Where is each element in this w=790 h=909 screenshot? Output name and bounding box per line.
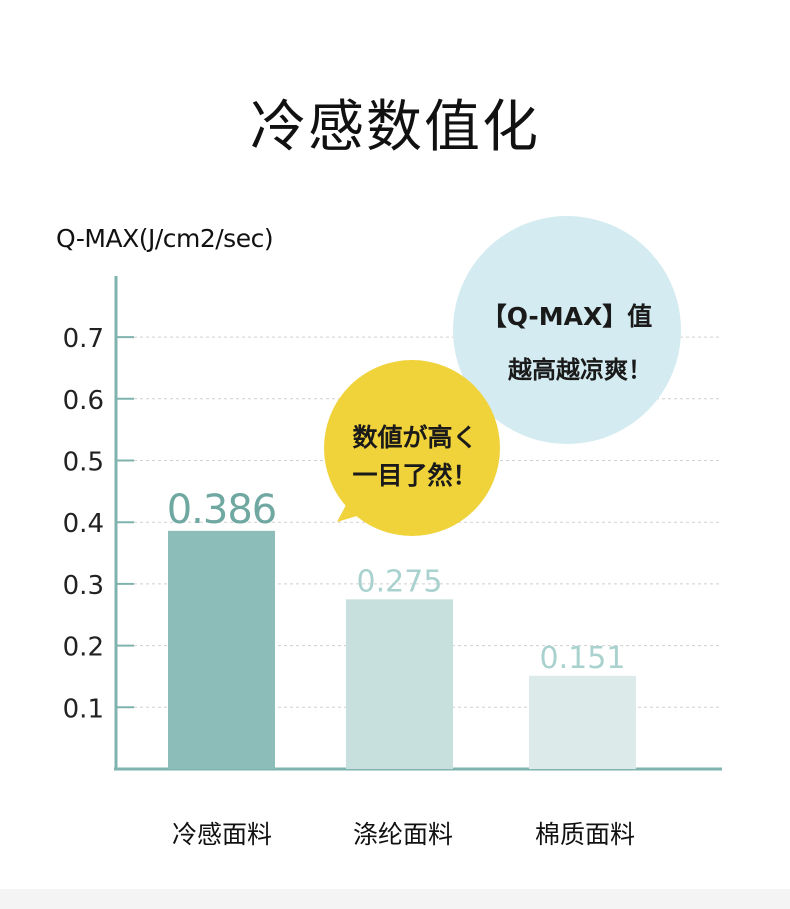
yellow-bubble-line1: 数値が高く xyxy=(352,423,478,452)
blue-bubble xyxy=(453,216,681,444)
value-label-1: 0.386 xyxy=(167,487,277,533)
yellow-bubble-tail xyxy=(337,505,360,522)
value-label-3: 0.151 xyxy=(540,641,626,676)
bar-3 xyxy=(529,675,636,769)
category-label-1: 冷感面料 xyxy=(171,820,272,849)
blue-bubble-line2: 越高越凉爽！ xyxy=(508,356,652,384)
y-tick-label: 0.5 xyxy=(63,448,104,478)
y-tick-label: 0.3 xyxy=(63,571,104,601)
y-axis-label: Q-MAX(J/cm2/sec) xyxy=(56,224,274,253)
y-tick-label: 0.1 xyxy=(63,694,104,724)
y-tick-label: 0.6 xyxy=(63,386,104,416)
bar-2 xyxy=(346,599,453,769)
yellow-bubble-line2: 一目了然！ xyxy=(352,461,478,490)
blue-bubble-line1: 【Q-MAX】值 xyxy=(481,302,653,331)
yellow-bubble xyxy=(324,360,500,536)
y-tick-label: 0.7 xyxy=(63,324,104,354)
category-label-3: 棉质面料 xyxy=(534,820,635,849)
page-title: 冷感数值化 xyxy=(250,95,540,160)
y-tick-label: 0.4 xyxy=(63,509,104,539)
category-label-2: 涤纶面料 xyxy=(352,820,453,849)
value-label-2: 0.275 xyxy=(357,564,443,599)
footer-band xyxy=(0,889,790,909)
y-tick-label: 0.2 xyxy=(63,633,104,663)
bar-1 xyxy=(168,530,275,769)
